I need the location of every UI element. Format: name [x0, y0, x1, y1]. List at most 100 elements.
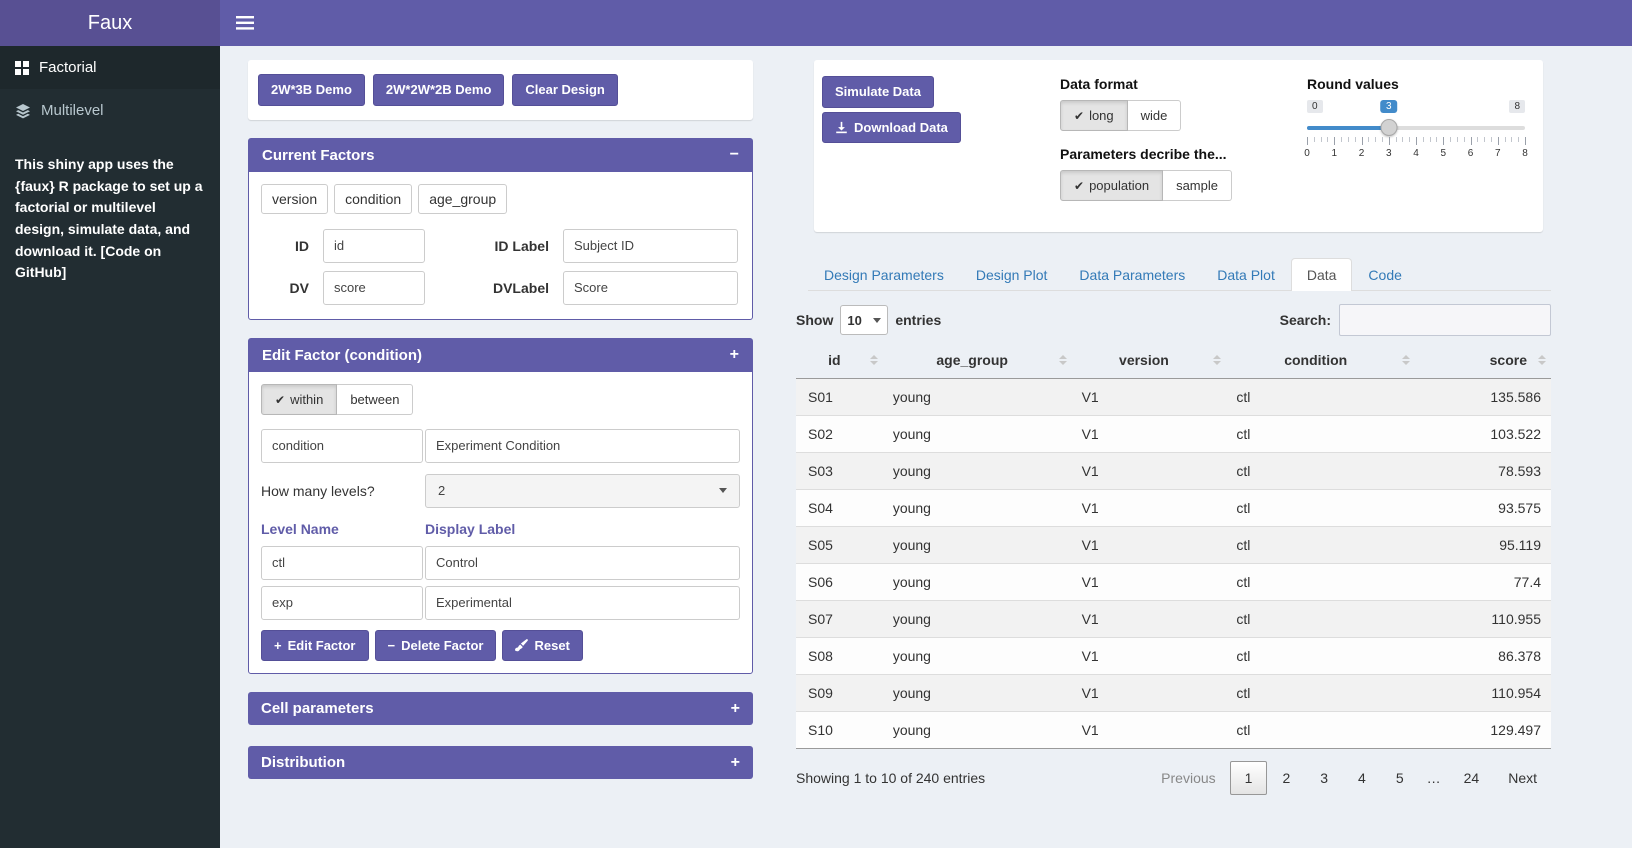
cell-score: 110.954 — [1415, 674, 1551, 712]
factor-chip-age-group[interactable]: age_group — [418, 183, 508, 214]
factor-name-input[interactable] — [261, 428, 423, 463]
table-info: Showing 1 to 10 of 240 entries — [796, 770, 986, 786]
edit-factor-button[interactable]: + Edit Factor — [261, 629, 369, 662]
demo-2w3b-button[interactable]: 2W*3B Demo — [258, 74, 365, 106]
sidebar-item-multilevel[interactable]: Multilevel — [0, 89, 220, 132]
previous-button[interactable]: Previous — [1161, 770, 1216, 786]
search-input[interactable] — [1339, 304, 1551, 336]
cell-version: V1 — [1071, 415, 1227, 453]
table-row[interactable]: S06 young V1 ctl 77.4 — [796, 563, 1551, 601]
cell-version: V1 — [1071, 637, 1227, 675]
cell-condition: ctl — [1226, 563, 1416, 601]
table-row[interactable]: S04 young V1 ctl 93.575 — [796, 489, 1551, 527]
sidebar-toggle-button[interactable] — [220, 0, 270, 46]
demo-buttons-card: 2W*3B Demo 2W*2W*2B Demo Clear Design — [248, 60, 753, 120]
current-factors-header[interactable]: Current Factors − — [249, 138, 752, 172]
data-format-toggle: ✔ long wide — [1060, 100, 1182, 131]
distribution-header[interactable]: Distribution + — [248, 746, 753, 780]
between-toggle[interactable]: between — [337, 383, 414, 415]
column-header-version[interactable]: version — [1071, 342, 1227, 379]
cell-age_group: young — [882, 674, 1072, 712]
delete-factor-button[interactable]: − Delete Factor — [374, 629, 497, 662]
slider-handle[interactable] — [1380, 119, 1398, 136]
tab-data-plot[interactable]: Data Plot — [1217, 267, 1275, 283]
table-row[interactable]: S01 young V1 ctl 135.586 — [796, 378, 1551, 416]
cell-version: V1 — [1071, 489, 1227, 527]
table-row[interactable]: S10 young V1 ctl 129.497 — [796, 711, 1551, 749]
table-row[interactable]: S07 young V1 ctl 110.955 — [796, 600, 1551, 638]
table-row[interactable]: S05 young V1 ctl 95.119 — [796, 526, 1551, 564]
reset-button[interactable]: Reset — [502, 629, 583, 662]
column-header-score[interactable]: score — [1415, 342, 1551, 379]
next-button[interactable]: Next — [1508, 770, 1537, 786]
download-data-button[interactable]: Download Data — [822, 111, 961, 144]
level-label-input[interactable] — [425, 585, 740, 620]
table-row[interactable]: S08 young V1 ctl 86.378 — [796, 637, 1551, 675]
page-button-4[interactable]: 4 — [1358, 770, 1366, 786]
page-button-24[interactable]: 24 — [1463, 770, 1480, 786]
collapse-icon[interactable]: + — [729, 346, 739, 364]
wide-toggle[interactable]: wide — [1127, 100, 1182, 131]
long-toggle[interactable]: ✔ long — [1060, 100, 1128, 131]
github-link[interactable]: [Code on GitHub] — [15, 242, 162, 281]
clear-design-button[interactable]: Clear Design — [512, 74, 618, 106]
slider-minor-tick — [1490, 137, 1492, 142]
slider-minor-tick — [1422, 137, 1424, 142]
id-label: ID — [295, 237, 309, 254]
search-control: Search: — [1280, 304, 1551, 336]
population-toggle[interactable]: ✔ population — [1060, 170, 1164, 201]
slider-min-badge: 0 — [1307, 100, 1323, 113]
collapse-icon[interactable]: − — [729, 146, 739, 164]
slider-tick-label: 5 — [1440, 148, 1447, 159]
tab-data[interactable]: Data — [1290, 258, 1353, 291]
page-button-5[interactable]: 5 — [1395, 770, 1404, 786]
expand-icon[interactable]: + — [730, 753, 740, 771]
table-body: S01 young V1 ctl 135.586 S02 young V1 ctl 103.522… — [796, 378, 1551, 749]
level-name-input[interactable] — [261, 585, 423, 620]
within-toggle[interactable]: ✔ within — [261, 383, 338, 415]
slider-tick-label: 1 — [1331, 148, 1338, 159]
slider-tick — [1525, 137, 1526, 145]
expand-icon[interactable]: + — [730, 699, 740, 717]
table-row[interactable]: S03 young V1 ctl 78.593 — [796, 452, 1551, 490]
tab-data-parameters[interactable]: Data Parameters — [1079, 267, 1186, 283]
column-header-condition[interactable]: condition — [1226, 342, 1416, 379]
sidebar-item-factorial[interactable]: Factorial — [0, 46, 220, 89]
factor-chip-version[interactable]: version — [261, 183, 329, 214]
cell-condition: ctl — [1226, 674, 1416, 712]
dv-input[interactable] — [323, 270, 425, 305]
slider-tick-label: 0 — [1304, 148, 1310, 159]
sample-toggle[interactable]: sample — [1163, 170, 1232, 201]
simulation-controls-card: Simulate Data Download Data Data format … — [814, 60, 1543, 232]
column-header-id[interactable]: id — [796, 342, 883, 379]
tab-design-plot[interactable]: Design Plot — [975, 267, 1048, 283]
panel-title: Current Factors — [262, 146, 375, 164]
page-button-2[interactable]: 2 — [1282, 770, 1291, 786]
factor-chip-condition[interactable]: condition — [334, 183, 413, 214]
tab-design-parameters[interactable]: Design Parameters — [824, 267, 944, 283]
page-button-1[interactable]: 1 — [1229, 761, 1268, 795]
table-row[interactable]: S09 young V1 ctl 110.954 — [796, 674, 1551, 712]
current-factors-panel: Current Factors − version condition age_… — [248, 137, 753, 320]
tab-code[interactable]: Code — [1368, 267, 1402, 283]
edit-factor-header[interactable]: Edit Factor (condition) + — [249, 338, 752, 372]
entries-select[interactable]: 10 — [840, 305, 889, 335]
level-label-input[interactable] — [425, 545, 740, 580]
dv-label-input[interactable] — [563, 270, 738, 305]
app-logo[interactable]: Faux — [0, 0, 220, 46]
page-button-3[interactable]: 3 — [1320, 770, 1329, 786]
factor-display-input[interactable] — [425, 428, 740, 463]
cell-condition: ctl — [1226, 415, 1416, 453]
column-header-age_group[interactable]: age_group — [882, 342, 1072, 379]
demo-2w2w2b-button[interactable]: 2W*2W*2B Demo — [372, 74, 505, 106]
slider-track[interactable] — [1307, 126, 1525, 130]
levels-count-select[interactable]: 2 — [425, 473, 740, 508]
cell-parameters-header[interactable]: Cell parameters + — [248, 692, 753, 726]
id-input[interactable] — [323, 228, 425, 263]
id-label-input[interactable] — [563, 228, 738, 263]
round-values-slider[interactable]: 0 8 3 0 1 2 3 4 5 6 7 8 — [1304, 100, 1528, 166]
cell-version: V1 — [1071, 563, 1227, 601]
level-name-input[interactable] — [261, 545, 423, 580]
simulate-data-button[interactable]: Simulate Data — [822, 76, 934, 108]
table-row[interactable]: S02 young V1 ctl 103.522 — [796, 415, 1551, 453]
